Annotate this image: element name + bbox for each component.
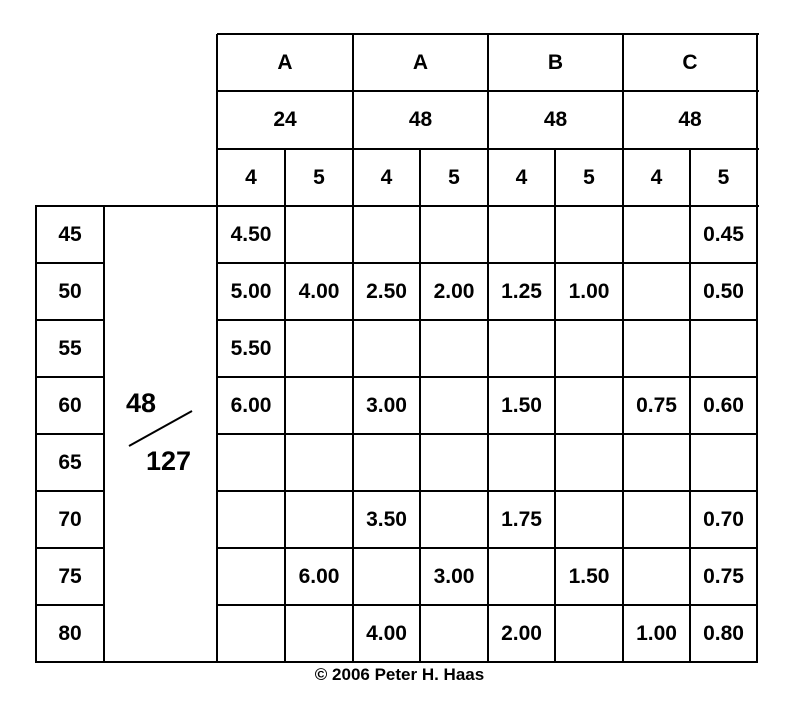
grid-line xyxy=(35,319,105,321)
copyright-footer: © 2006 Peter H. Haas xyxy=(314,665,485,684)
row-label: 60 xyxy=(58,393,82,417)
grid-line xyxy=(756,34,758,206)
grid-line xyxy=(35,661,105,663)
grid-line xyxy=(35,547,105,549)
row-label: 80 xyxy=(58,621,82,645)
grid-line xyxy=(689,206,691,662)
grid-line xyxy=(352,206,354,662)
fraction-denominator: 127 xyxy=(146,446,192,476)
grid-line xyxy=(554,149,556,206)
header-size: 48 xyxy=(408,108,433,131)
grid-line xyxy=(216,661,758,663)
row-label: 65 xyxy=(58,450,82,474)
table-cell: 2.00 xyxy=(433,279,475,303)
row-label: 45 xyxy=(58,222,82,246)
header-group: A xyxy=(277,50,293,74)
fraction-numerator: 48 xyxy=(126,388,157,418)
grid-line xyxy=(284,149,286,206)
grid-line xyxy=(216,34,218,206)
grid-line xyxy=(756,206,758,662)
row-label: 55 xyxy=(58,336,82,360)
table-cell: 6.00 xyxy=(230,393,272,417)
grid-line xyxy=(103,206,105,662)
table-cell: 3.00 xyxy=(433,564,475,588)
header-column: 5 xyxy=(448,165,460,189)
table-cell: 3.50 xyxy=(366,507,407,531)
table-cell: 3.00 xyxy=(366,393,407,417)
header-column: 5 xyxy=(313,165,325,189)
grid-line xyxy=(419,149,421,206)
grid-line xyxy=(689,149,691,206)
table-cell: 0.75 xyxy=(636,393,677,417)
grid-line xyxy=(35,205,105,207)
table-cell: 0.60 xyxy=(703,393,744,417)
table-cell: 4.00 xyxy=(298,279,340,303)
grid-line xyxy=(216,206,218,662)
header-size: 48 xyxy=(543,108,568,131)
grid-line xyxy=(35,433,105,435)
table-cell: 6.00 xyxy=(298,564,340,588)
table-cell: 0.45 xyxy=(703,222,744,246)
table-cell: 0.70 xyxy=(703,507,744,531)
table-cell: 1.50 xyxy=(501,393,542,417)
header-column: 4 xyxy=(650,165,663,189)
grid-line xyxy=(35,604,105,606)
table-cell: 5.00 xyxy=(230,279,272,303)
grid-line xyxy=(35,490,105,492)
table-cell: 1.50 xyxy=(568,564,610,588)
grid-line xyxy=(419,206,421,662)
table-cell: 1.00 xyxy=(636,621,677,645)
grid-line xyxy=(35,206,37,662)
table-cell: 1.75 xyxy=(501,507,542,531)
header-size: 48 xyxy=(678,108,702,131)
grid-line xyxy=(622,34,624,206)
header-column: 4 xyxy=(380,165,393,189)
grid-line xyxy=(487,34,489,206)
table-cell: 4.50 xyxy=(230,222,272,246)
row-label: 70 xyxy=(58,507,82,531)
grid-line xyxy=(622,206,624,662)
table-cell: 0.75 xyxy=(703,564,744,588)
table-cell: 1.25 xyxy=(501,279,542,303)
grid-line xyxy=(352,34,354,206)
row-label: 75 xyxy=(58,564,82,588)
header-column: 4 xyxy=(515,165,528,189)
grid-line xyxy=(103,661,218,663)
header-group: C xyxy=(682,50,698,74)
header-group: B xyxy=(547,50,564,74)
table-cell: 5.50 xyxy=(230,336,272,360)
table-cell: 0.50 xyxy=(703,279,744,303)
grid-line xyxy=(103,205,218,207)
header-column: 5 xyxy=(583,165,595,189)
header-column: 4 xyxy=(245,165,257,189)
table-cell: 2.50 xyxy=(366,279,407,303)
table-cell: 2.00 xyxy=(501,621,542,645)
table-cell: 0.80 xyxy=(703,621,744,645)
header-column: 5 xyxy=(717,165,730,189)
grid-line xyxy=(554,206,556,662)
grid-line xyxy=(35,262,105,264)
table-cell: 1.00 xyxy=(568,279,610,303)
grid-line xyxy=(284,206,286,662)
grid-line xyxy=(35,376,105,378)
grid-line xyxy=(487,206,489,662)
header-size: 24 xyxy=(273,108,297,131)
table-cell: 4.00 xyxy=(366,621,407,645)
row-label: 50 xyxy=(58,279,82,303)
header-group: A xyxy=(412,50,429,74)
